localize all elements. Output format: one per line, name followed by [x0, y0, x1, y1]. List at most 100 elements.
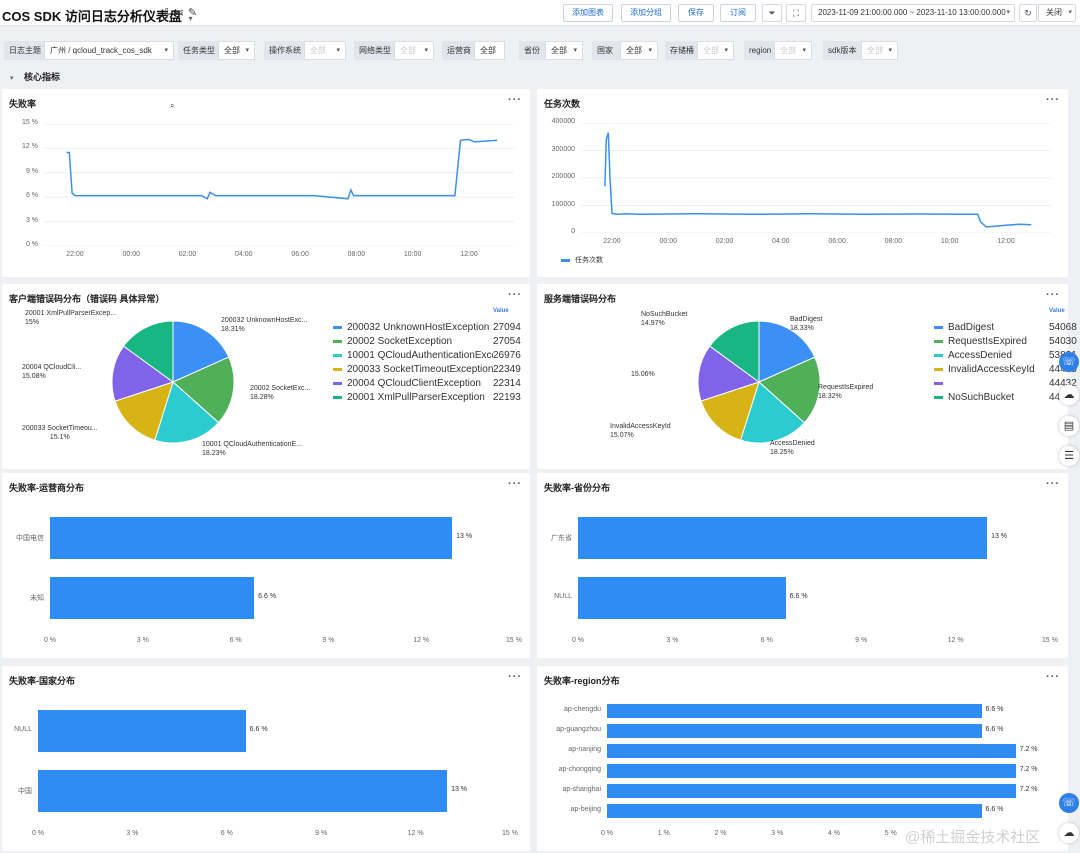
more-icon[interactable]: ···: [1046, 671, 1060, 683]
bar[interactable]: [50, 517, 453, 559]
x-tick-label: 02:00: [715, 238, 734, 245]
bar[interactable]: [607, 744, 1016, 758]
filter-select[interactable]: 全部 ▾: [545, 41, 583, 60]
pie-label-name: RequestIsExpired: [818, 384, 874, 391]
legend-row[interactable]: AccessDenied53831: [934, 348, 1077, 362]
bar-category-label: 中国电信: [16, 535, 44, 542]
x-tick-label: 12:00: [997, 238, 1015, 245]
cloud-icon[interactable]: ☁: [1059, 823, 1079, 843]
pie-slice[interactable]: [172, 356, 235, 424]
add-group-button[interactable]: 添加分组: [621, 4, 671, 22]
add-chart-button[interactable]: 添加图表: [563, 4, 613, 22]
legend-row[interactable]: 44432: [934, 376, 1077, 390]
legend-row[interactable]: NoSuchBucket44164: [934, 390, 1077, 404]
legend-row[interactable]: 200032 UnknownHostException 27094: [333, 320, 521, 334]
x-tick-label: 3 %: [136, 637, 149, 644]
bar[interactable]: [607, 724, 982, 738]
filter-select[interactable]: 全部 ▾: [620, 41, 658, 60]
legend-row[interactable]: 20002 SocketException 27054: [333, 334, 521, 348]
collapse-caret-icon[interactable]: ▾: [10, 75, 14, 82]
pie-slice[interactable]: [758, 320, 816, 383]
legend-row[interactable]: InvalidAccessKeyId44455: [934, 362, 1077, 376]
filter-3[interactable]: 网络类型 全部 ▾: [354, 41, 434, 60]
edit-icon[interactable]: ✎: [188, 7, 198, 19]
pie-slice[interactable]: [154, 381, 220, 444]
book-icon[interactable]: ▤: [1059, 416, 1079, 436]
time-range-picker[interactable]: 2023-11-09 21:00:00.000 ~ 2023-11-10 13:…: [811, 4, 1015, 22]
customer-service-icon[interactable]: ☏: [1059, 793, 1079, 813]
filter-label: sdk版本: [823, 41, 861, 60]
customer-service-icon[interactable]: ☏: [1059, 352, 1079, 372]
legend-row[interactable]: BadDigest 54068: [934, 320, 1077, 334]
chevron-down-icon: ▾: [724, 47, 728, 54]
list-icon[interactable]: ☰: [1059, 446, 1079, 466]
pie-slice[interactable]: [697, 345, 761, 402]
share-icon[interactable]: ⋖: [175, 7, 185, 19]
more-icon[interactable]: ···: [1046, 289, 1060, 301]
cloud-icon[interactable]: ☁: [1059, 385, 1079, 405]
more-icon[interactable]: ···: [508, 94, 522, 106]
more-icon[interactable]: ···: [508, 671, 522, 683]
filter-value: 全部: [551, 46, 567, 55]
zoom-icon[interactable]: ⌕: [170, 101, 175, 110]
bar[interactable]: [607, 784, 1016, 798]
filter-select[interactable]: 全部 ▾: [861, 41, 898, 60]
close-refresh-select[interactable]: 关闭 ▾: [1038, 4, 1076, 22]
filter-icon[interactable]: ⏷: [762, 4, 782, 22]
export-icon[interactable]: ⇩: [162, 7, 172, 19]
bar[interactable]: [38, 710, 246, 752]
bar[interactable]: [50, 577, 255, 619]
filter-select[interactable]: 全部 ▾: [774, 41, 812, 60]
bar[interactable]: [607, 804, 982, 818]
pie-slice[interactable]: [122, 320, 174, 383]
pie-slice[interactable]: [739, 381, 806, 444]
filter-0[interactable]: 日志主题 广州 / qcloud_track_cos_sdk ▾: [4, 41, 174, 60]
x-tick-label: 0 %: [571, 637, 585, 644]
series-line[interactable]: [66, 138, 498, 200]
legend-row[interactable]: RequestIsExpired 54030: [934, 334, 1077, 348]
pie-slice[interactable]: [709, 320, 760, 383]
filter-5[interactable]: 省份 全部 ▾: [519, 41, 583, 60]
legend-row[interactable]: 20001 XmlPullParserException 22193: [333, 390, 521, 404]
legend-row[interactable]: 20004 QCloudClientException 22314: [333, 376, 521, 390]
filter-1[interactable]: 任务类型 全部 ▾: [178, 41, 255, 60]
filter-6[interactable]: 国家 全部 ▾: [592, 41, 658, 60]
series-line[interactable]: [604, 132, 1032, 228]
bar[interactable]: [38, 770, 448, 812]
bar[interactable]: [607, 764, 1016, 778]
fullscreen-icon[interactable]: ⛶: [786, 4, 806, 22]
filter-7[interactable]: 存储桶 全部 ▾: [665, 41, 734, 60]
legend-item[interactable]: 任务次数: [561, 255, 603, 265]
filter-9[interactable]: sdk版本 全部 ▾: [823, 41, 898, 60]
save-button[interactable]: 保存: [678, 4, 714, 22]
filter-8[interactable]: region 全部 ▾: [744, 41, 812, 60]
filter-select[interactable]: 广州 / qcloud_track_cos_sdk ▾: [44, 41, 174, 60]
filter-select[interactable]: 全部 ▾: [218, 41, 255, 60]
bar[interactable]: [578, 517, 988, 559]
pie-slice[interactable]: [172, 320, 230, 383]
more-icon[interactable]: ···: [508, 289, 522, 301]
legend-row[interactable]: 200033 SocketTimeoutException 22349: [333, 362, 521, 376]
filter-select[interactable]: 全部 ▾: [474, 41, 505, 60]
pie-label-percent: 18.28%: [250, 394, 274, 401]
filter-select[interactable]: 全部 ▾: [304, 41, 346, 60]
refresh-icon[interactable]: ↻: [1019, 4, 1037, 22]
pie-slice[interactable]: [758, 356, 821, 424]
section-header[interactable]: ▾ 核心指标: [10, 70, 60, 83]
pie-plot: [697, 320, 821, 444]
filter-2[interactable]: 操作系统 全部 ▾: [264, 41, 346, 60]
chevron-down-icon: ▾: [648, 47, 652, 54]
filter-label: 运营商: [442, 41, 474, 60]
legend-row[interactable]: 10001 QCloudAuthenticationException26976: [333, 348, 521, 362]
more-icon[interactable]: ···: [508, 478, 522, 490]
bar[interactable]: [607, 704, 982, 718]
pie-slice[interactable]: [111, 345, 175, 402]
bar[interactable]: [578, 577, 786, 619]
subscribe-button[interactable]: 订阅: [720, 4, 756, 22]
filter-select[interactable]: 全部 ▾: [394, 41, 434, 60]
more-icon[interactable]: ···: [1046, 478, 1060, 490]
title-dropdown-icon[interactable]: ▾: [188, 14, 193, 23]
more-icon[interactable]: ···: [1046, 94, 1060, 106]
filter-select[interactable]: 全部 ▾: [697, 41, 734, 60]
